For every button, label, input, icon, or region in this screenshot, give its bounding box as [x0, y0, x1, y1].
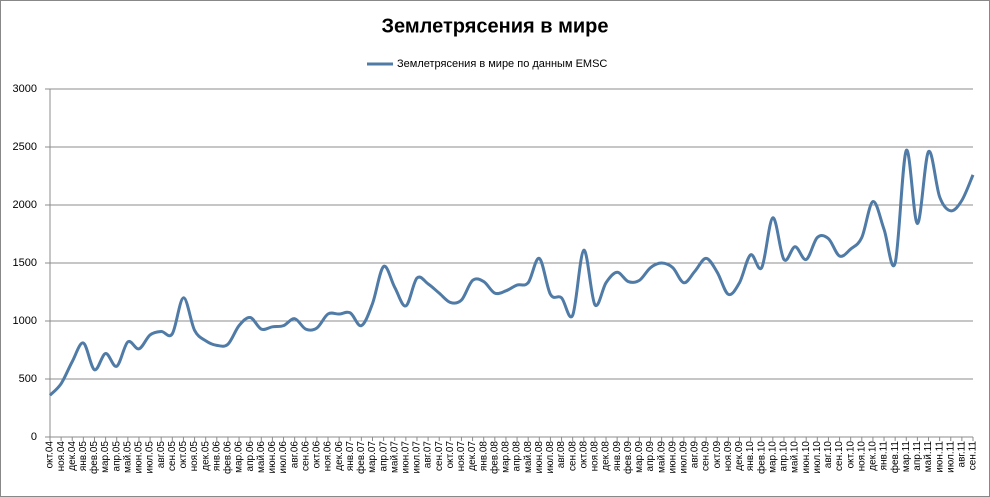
x-tick-label: окт.05: [178, 441, 189, 469]
x-tick-label: май.09: [656, 441, 667, 473]
x-tick-label: сен.07: [434, 441, 445, 471]
x-tick-label: ноя.10: [856, 441, 867, 472]
x-tick-label: май.07: [389, 441, 400, 473]
x-tick-label: янв.08: [478, 441, 489, 472]
x-tick-label: апр.05: [111, 441, 122, 472]
x-tick-label: июн.09: [667, 441, 678, 474]
x-tick-label: ноя.06: [323, 441, 334, 472]
chart-title: Землетрясения в мире: [381, 15, 608, 37]
x-tick-label: фев.05: [88, 441, 100, 474]
x-tick-label: окт.07: [445, 441, 456, 469]
x-tick-label: май.11: [923, 441, 934, 473]
x-tick-label: окт.06: [312, 441, 323, 469]
x-tick-label: мар.11: [901, 441, 912, 473]
x-tick-label: май.06: [256, 441, 267, 473]
x-tick-label: янв.05: [78, 441, 89, 472]
x-tick-label: фев.09: [622, 441, 634, 474]
x-tick-label: авг.09: [690, 441, 701, 469]
x-tick-label: авг.10: [823, 441, 834, 469]
x-tick-label: ноя.08: [590, 441, 601, 472]
y-tick-label: 500: [19, 373, 37, 385]
y-tick-label: 3000: [13, 83, 37, 95]
x-tick-label: мар.08: [501, 441, 512, 473]
x-tick-label: июн.11: [934, 441, 945, 473]
x-tick-label: сен.09: [701, 441, 712, 471]
x-tick-label: мар.09: [634, 441, 645, 473]
x-tick-label: мар.07: [367, 441, 378, 473]
x-tick-label: июл.06: [278, 441, 289, 474]
x-tick-label: апр.06: [245, 441, 256, 472]
x-tick-label: июн.06: [267, 441, 278, 474]
y-tick-label: 0: [31, 431, 37, 443]
x-tick-label: окт.08: [578, 441, 589, 469]
x-tick-label: фев.06: [222, 441, 234, 474]
x-tick-label: сен.11: [968, 441, 979, 471]
x-tick-label: апр.07: [378, 441, 389, 472]
x-tick-label: ноя.05: [189, 441, 200, 472]
y-tick-label: 2500: [13, 141, 37, 153]
y-tick-label: 1000: [13, 315, 37, 327]
x-tick-label: дек.06: [334, 441, 345, 471]
x-tick-label: сен.08: [567, 441, 578, 471]
x-tick-label: мар.05: [100, 441, 111, 473]
x-tick-label: ноя.07: [456, 441, 467, 472]
x-tick-label: апр.08: [512, 441, 523, 472]
x-tick-label: авг.05: [156, 441, 167, 469]
x-tick-label: дек.10: [868, 441, 879, 471]
x-tick-label: сен.06: [300, 441, 311, 471]
x-tick-label: июн.08: [534, 441, 545, 474]
x-tick-label: сен.10: [834, 441, 845, 471]
x-tick-label: июл.05: [145, 441, 156, 474]
x-tick-label: окт.04: [45, 441, 56, 469]
x-tick-label: фев.10: [755, 441, 767, 474]
x-tick-label: июн.10: [801, 441, 812, 474]
x-tick-label: апр.10: [779, 441, 790, 472]
x-tick-label: фев.11: [889, 441, 901, 474]
x-tick-label: авг.08: [556, 441, 567, 469]
x-tick-label: июн.05: [134, 441, 145, 474]
x-tick-label: окт.09: [712, 441, 723, 469]
x-tick-label: июл.09: [679, 441, 690, 474]
y-tick-label: 1500: [13, 257, 37, 269]
x-tick-label: авг.07: [423, 441, 434, 469]
x-tick-label: дек.04: [67, 441, 78, 471]
line-series: [48, 148, 975, 397]
x-tick-label: дек.09: [734, 441, 745, 471]
x-tick-label: апр.09: [645, 441, 656, 472]
x-tick-label: дек.08: [601, 441, 612, 471]
x-tick-label: янв.07: [345, 441, 356, 472]
x-tick-label: янв.06: [211, 441, 222, 472]
x-tick-label: янв.09: [612, 441, 623, 472]
x-tick-label: июл.07: [412, 441, 423, 474]
x-tick-label: янв.10: [745, 441, 756, 472]
x-tick-label: июл.10: [812, 441, 823, 474]
x-tick-label: май.05: [122, 441, 133, 473]
x-tick-label: ноя.09: [723, 441, 734, 472]
x-tick-label: ноя.04: [56, 441, 67, 472]
x-tick-label: фев.07: [355, 441, 367, 474]
x-tick-label: дек.05: [200, 441, 211, 471]
x-tick-label: апр.11: [912, 441, 923, 471]
x-tick-label: авг.06: [289, 441, 300, 469]
x-tick-label: май.08: [523, 441, 534, 473]
x-tick-label: июл.11: [945, 441, 956, 473]
x-tick-label: июл.08: [545, 441, 556, 474]
x-tick-label: янв.11: [879, 441, 890, 471]
x-tick-label: мар.10: [767, 441, 778, 473]
y-tick-label: 2000: [13, 199, 37, 211]
x-tick-label: мар.06: [234, 441, 245, 473]
x-tick-label: сен.05: [167, 441, 178, 471]
x-tick-label: май.10: [790, 441, 801, 473]
x-tick-label: июн.07: [400, 441, 411, 474]
x-tick-label: авг.11: [957, 441, 968, 468]
x-tick-label: окт.10: [845, 441, 856, 469]
legend-label: Землетрясения в мире по данным EMSC: [397, 58, 607, 70]
x-tick-label: фев.08: [488, 441, 500, 474]
x-tick-label: дек.07: [467, 441, 478, 471]
